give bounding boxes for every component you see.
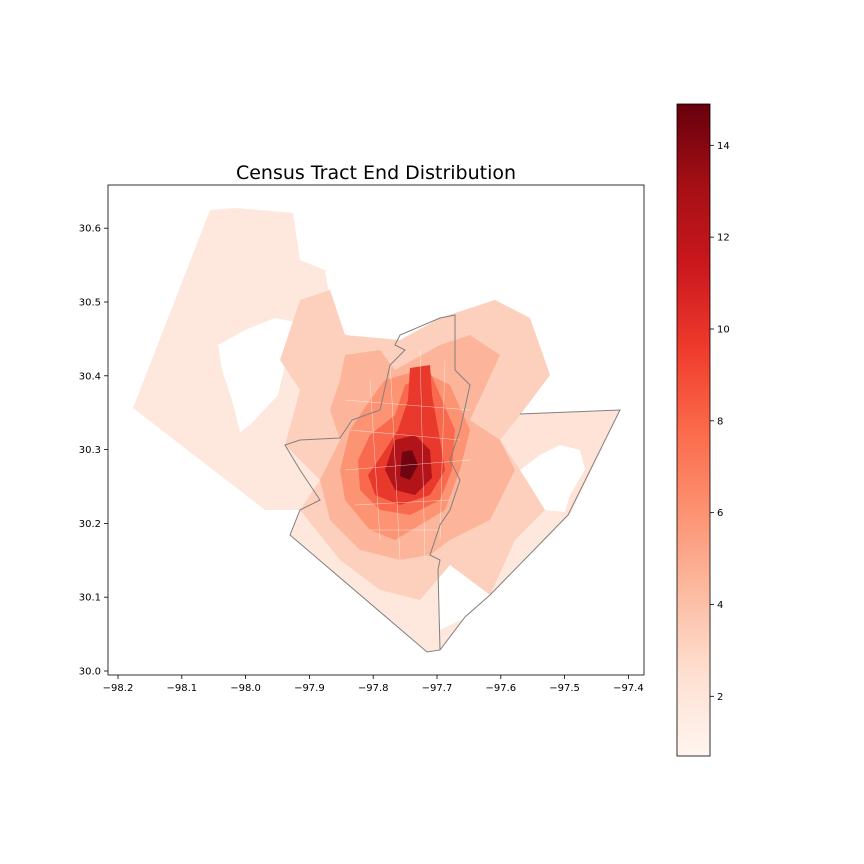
colorbar-ticks: 2 4 6 8 10 12 14 [710, 141, 730, 703]
map-axes: −98.2 −98.1 −98.0 −97.9 −97.8 −97.7 −97.6 −97.5… [79, 184, 645, 694]
x-tick-label: −97.7 [422, 683, 453, 694]
colorbar-tick-label: 6 [717, 508, 723, 519]
x-tick-label: −98.1 [166, 683, 197, 694]
x-tick-label: −98.2 [103, 683, 134, 694]
x-tick-label: −97.9 [294, 683, 325, 694]
census-tracts [133, 208, 621, 653]
gap-east [520, 445, 585, 512]
x-axis-ticks: −98.2 −98.1 −98.0 −97.9 −97.8 −97.7 −97.6 −97.5… [103, 675, 644, 694]
tract-boundaries [344, 349, 471, 561]
colorbar-tick-label: 8 [717, 416, 723, 427]
y-axis-ticks: 30.0 30.1 30.2 30.3 30.4 30.5 30.6 [79, 224, 108, 678]
y-tick-label: 30.5 [79, 298, 101, 309]
colorbar-tick-label: 4 [717, 600, 723, 611]
map-title: Census Tract End Distribution [236, 162, 516, 184]
x-tick-label: −97.5 [549, 683, 580, 694]
x-tick-label: −97.6 [485, 683, 516, 694]
y-tick-label: 30.0 [79, 667, 101, 678]
colorbar-tick-label: 14 [717, 141, 730, 152]
colorbar-tick-label: 10 [717, 324, 730, 335]
x-tick-label: −97.4 [613, 683, 644, 694]
colorbar-gradient [676, 103, 711, 757]
county-east-boundary [439, 409, 621, 651]
y-tick-label: 30.2 [79, 519, 101, 530]
y-tick-label: 30.6 [79, 224, 101, 235]
x-tick-label: −97.8 [358, 683, 389, 694]
colorbar: 2 4 6 8 10 12 14 [676, 103, 730, 757]
city-boundary [284, 314, 471, 653]
y-tick-label: 30.1 [79, 593, 101, 604]
gap-northwest [218, 318, 300, 432]
colorbar-tick-label: 12 [717, 233, 730, 244]
colorbar-tick-label: 2 [717, 692, 723, 703]
y-tick-label: 30.4 [79, 371, 101, 382]
x-tick-label: −98.0 [230, 683, 261, 694]
y-tick-label: 30.3 [79, 445, 101, 456]
